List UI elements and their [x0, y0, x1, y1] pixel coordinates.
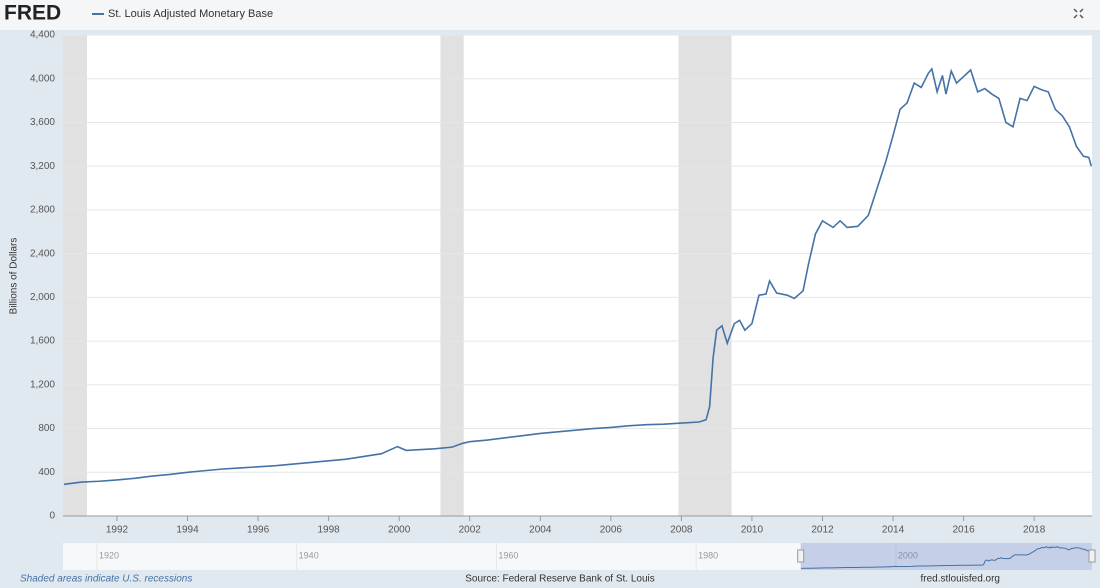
x-tick-label: 2012 — [811, 525, 834, 536]
navigator-tick-label: 1980 — [698, 550, 718, 560]
x-tick-label: 2014 — [882, 525, 905, 536]
x-tick-label: 2018 — [1023, 525, 1046, 536]
legend-label[interactable]: St. Louis Adjusted Monetary Base — [108, 8, 273, 20]
y-tick-label: 2,400 — [30, 248, 55, 259]
navigator-tick-label: 1940 — [299, 550, 319, 560]
y-tick-label: 4,400 — [30, 30, 55, 41]
header-bar — [0, 0, 1100, 30]
y-tick-label: 4,000 — [30, 73, 55, 84]
y-tick-label: 1,600 — [30, 336, 55, 347]
source: Source: Federal Reserve Bank of St. Loui… — [465, 574, 655, 585]
recession-note: Shaded areas indicate U.S. recessions — [20, 574, 192, 585]
x-tick-label: 1994 — [176, 525, 199, 536]
y-tick-label: 2,000 — [30, 292, 55, 303]
x-tick-label: 2016 — [952, 525, 975, 536]
x-tick-label: 2004 — [529, 525, 552, 536]
x-tick-label: 2002 — [459, 525, 482, 536]
y-axis-label: Billions of Dollars — [9, 238, 20, 315]
navigator-tick-label: 1960 — [498, 550, 518, 560]
navigator-line — [800, 546, 1093, 569]
y-tick-label: 3,600 — [30, 117, 55, 128]
recession-band — [440, 35, 464, 516]
line — [63, 67, 1093, 486]
y-tick-label: 1,200 — [30, 379, 55, 390]
logo: FRED — [4, 2, 61, 25]
recession-band — [678, 35, 732, 516]
x-tick-label: 2010 — [741, 525, 764, 536]
plot-area — [63, 35, 1092, 516]
y-tick-label: 0 — [49, 511, 55, 522]
y-tick-label: 400 — [38, 467, 55, 478]
fullscreen-icon[interactable] — [1073, 8, 1084, 19]
recession-band — [63, 35, 87, 516]
x-tick-label: 2006 — [600, 525, 623, 536]
y-tick-label: 800 — [38, 423, 55, 434]
navigator-handle[interactable] — [1088, 549, 1096, 563]
y-tick-label: 2,800 — [30, 205, 55, 216]
navigator-tick-label: 2000 — [898, 550, 918, 560]
y-tick-label: 3,200 — [30, 161, 55, 172]
navigator-handle[interactable] — [797, 549, 805, 563]
site: fred.stlouisfed.org — [921, 574, 1001, 585]
x-tick-label: 1996 — [247, 525, 270, 536]
navigator-tick-label: 1920 — [99, 550, 119, 560]
x-tick-label: 2008 — [670, 525, 693, 536]
navigator[interactable] — [63, 543, 1092, 570]
x-tick-label: 2000 — [388, 525, 411, 536]
x-tick-label: 1998 — [318, 525, 341, 536]
x-tick-label: 1992 — [106, 525, 129, 536]
